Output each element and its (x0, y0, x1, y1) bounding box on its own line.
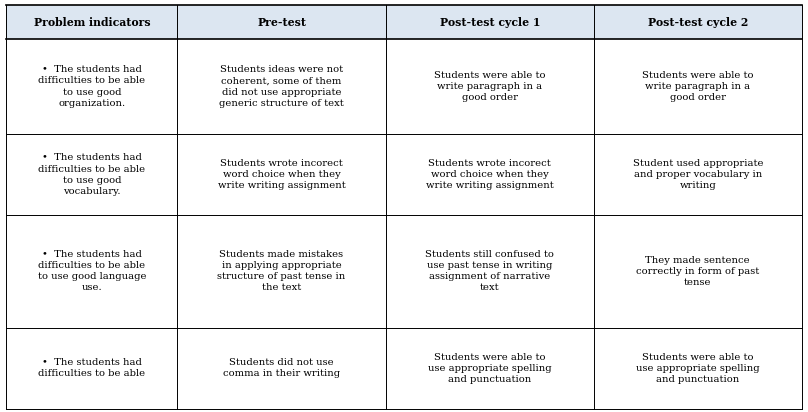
Text: •  The students had
difficulties to be able
to use good
vocabulary.: • The students had difficulties to be ab… (38, 153, 145, 196)
Text: Post-test cycle 2: Post-test cycle 2 (647, 16, 748, 28)
Text: •  The students had
difficulties to be able
to use good
organization.: • The students had difficulties to be ab… (38, 66, 145, 108)
Text: Students did not use
comma in their writing: Students did not use comma in their writ… (223, 358, 340, 378)
Text: Students wrote incorect
word choice when they
write writing assignment: Students wrote incorect word choice when… (426, 159, 553, 190)
Text: Students were able to
use appropriate spelling
and punctuation: Students were able to use appropriate sp… (636, 353, 760, 384)
Bar (6, 5, 178, 39)
Text: They made sentence
correctly in form of past
tense: They made sentence correctly in form of … (636, 256, 760, 287)
Text: Post-test cycle 1: Post-test cycle 1 (440, 16, 540, 28)
Text: Students were able to
write paragraph in a
good order: Students were able to write paragraph in… (642, 71, 754, 102)
Text: Students wrote incorect
word choice when they
write writing assignment: Students wrote incorect word choice when… (217, 159, 346, 190)
Text: Students were able to
write paragraph in a
good order: Students were able to write paragraph in… (434, 71, 545, 102)
Text: Student used appropriate
and proper vocabulary in
writing: Student used appropriate and proper voca… (633, 159, 763, 190)
Text: Pre-test: Pre-test (257, 16, 306, 28)
Text: •  The students had
difficulties to be able
to use good language
use.: • The students had difficulties to be ab… (38, 250, 146, 293)
Text: •  The students had
difficulties to be able: • The students had difficulties to be ab… (38, 358, 145, 378)
Bar (594, 5, 802, 39)
Text: Students ideas were not
coherent, some of them
did not use appropriate
generic s: Students ideas were not coherent, some o… (219, 66, 344, 108)
Text: Students were able to
use appropriate spelling
and punctuation: Students were able to use appropriate sp… (428, 353, 552, 384)
Bar (385, 5, 594, 39)
Text: Problem indicators: Problem indicators (34, 16, 150, 28)
Text: Students still confused to
use past tense in writing
assignment of narrative
tex: Students still confused to use past tens… (426, 250, 554, 293)
Bar (178, 5, 385, 39)
Text: Students made mistakes
in applying appropriate
structure of past tense in
the te: Students made mistakes in applying appro… (217, 250, 346, 293)
